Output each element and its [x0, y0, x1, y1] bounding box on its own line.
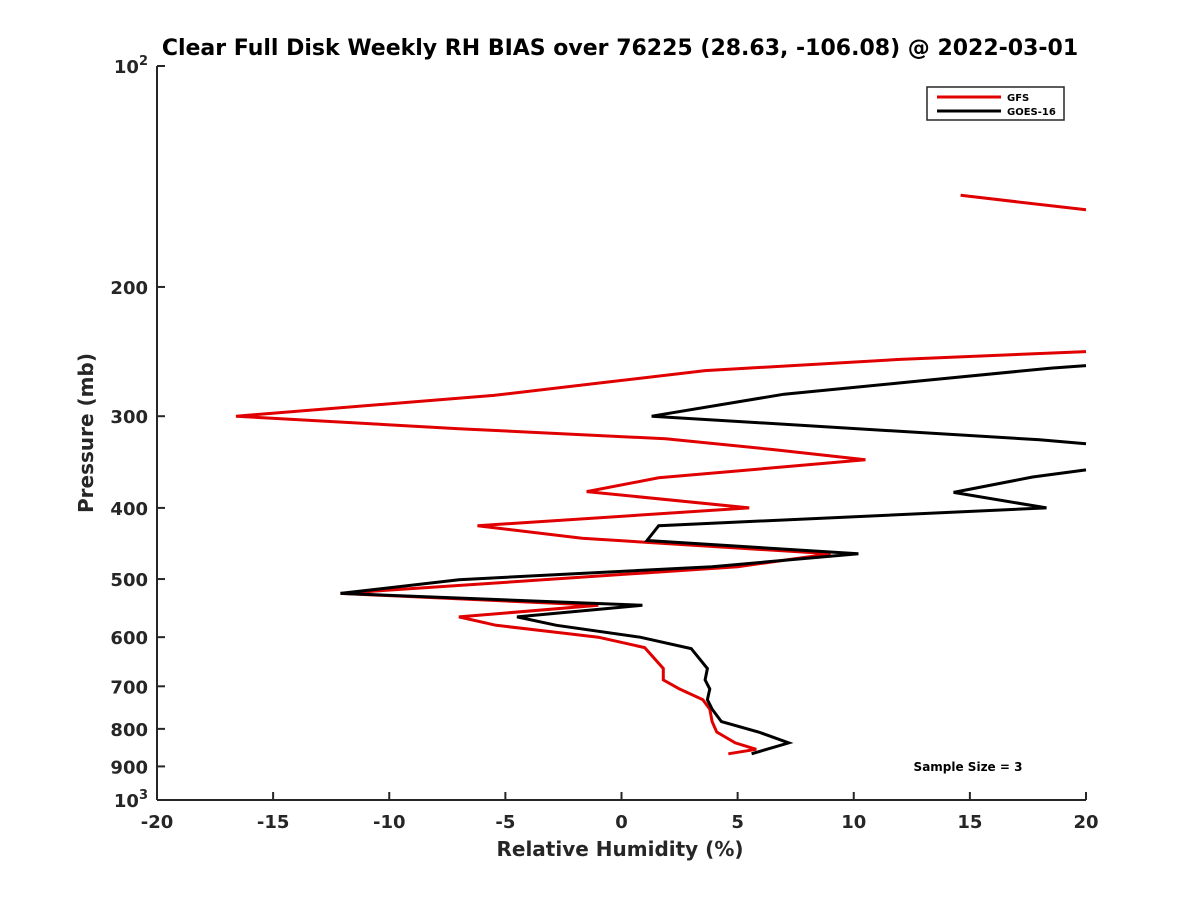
y-tick-exponent: 3: [139, 788, 148, 803]
y-tick-label: 103: [114, 788, 148, 812]
legend-entry-label: GFS: [1007, 93, 1029, 104]
plot-area: -20 -15 -10 -5 0 5 10 15 20102200300400500600700…: [110, 54, 1098, 833]
x-tick-label: 15: [957, 812, 982, 833]
y-tick-label: 600: [110, 628, 148, 649]
y-axis-label: Pressure (mb): [74, 353, 98, 513]
chart-title: Clear Full Disk Weekly RH BIAS over 7622…: [162, 36, 1078, 61]
y-tick-label: 102: [114, 54, 148, 78]
x-tick-label: -20: [141, 812, 174, 833]
x-tick-label: 5: [731, 812, 744, 833]
y-tick-label: 500: [110, 570, 148, 591]
legend-entry-label: GOES-16: [1007, 107, 1056, 118]
x-tick-label: -15: [257, 812, 290, 833]
legend-box: [926, 86, 1065, 121]
y-tick-label: 300: [110, 407, 148, 428]
y-tick-label: 800: [110, 720, 148, 741]
x-axis-label: Relative Humidity (%): [496, 837, 743, 861]
x-tick-label: 20: [1073, 812, 1098, 833]
x-tick-label: -5: [495, 812, 515, 833]
x-tick-label: 10: [841, 812, 866, 833]
x-tick-label: -10: [373, 812, 406, 833]
y-tick-label: 700: [110, 677, 148, 698]
y-tick-exponent: 2: [139, 54, 148, 69]
y-tick-label: 400: [110, 499, 148, 520]
series-line-goes-16-segment-1: [651, 364, 1087, 446]
series-line-goes-16-segment-2: [340, 468, 1087, 756]
series-line-gfs-segment-2: [235, 350, 1087, 756]
series-line-gfs-segment-1: [960, 193, 1087, 212]
y-tick-base: 10: [114, 791, 139, 812]
sample-size-annotation: Sample Size = 3: [914, 760, 1023, 774]
x-tick-label: 0: [615, 812, 628, 833]
y-tick-base: 10: [114, 57, 139, 78]
y-tick-label: 900: [110, 757, 148, 778]
y-tick-label: 200: [110, 278, 148, 299]
